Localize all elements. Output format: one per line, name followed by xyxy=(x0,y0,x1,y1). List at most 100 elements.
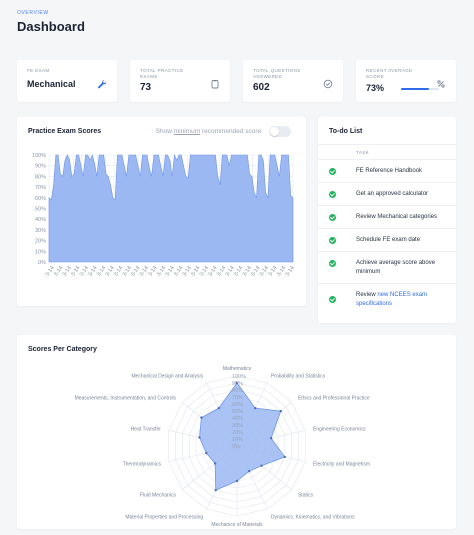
todo-item[interactable]: FE Reference Handbook xyxy=(318,160,456,183)
r-tick-label: 30% xyxy=(232,423,243,429)
y-tick-label: 70% xyxy=(35,185,46,191)
x-tick-label: 3-14 xyxy=(87,265,98,277)
todo-item-text: Review Mechanical categories xyxy=(356,214,438,220)
percent-icon xyxy=(436,76,446,88)
radar-point xyxy=(214,488,217,492)
x-tick-label: 3-14 xyxy=(285,265,296,277)
total-questions-card: TOTAL QUESTIONS ANSWERED 602 xyxy=(243,60,343,102)
todo-item[interactable]: Get an approved calculator xyxy=(318,183,456,206)
page-title: Dashboard xyxy=(17,19,85,34)
y-tick-label: 100% xyxy=(32,153,46,159)
x-tick-label: 3-14 xyxy=(45,265,56,277)
todo-item[interactable]: Review Mechanical categories xyxy=(318,206,456,229)
todo-item-text: Review new NCEES exam specifications xyxy=(356,292,428,307)
x-tick-label: 3-14 xyxy=(207,265,218,277)
x-tick-label: 3-14 xyxy=(105,265,116,277)
check-icon[interactable] xyxy=(329,168,336,175)
r-tick-label: 20% xyxy=(232,430,243,436)
radar-point xyxy=(213,462,217,465)
practice-value: 73 xyxy=(140,82,152,93)
radar-point xyxy=(254,406,257,410)
category-label: Probability and Statistics xyxy=(271,374,326,380)
practice-label: TOTAL PRACTICE EXAMS xyxy=(140,68,184,79)
category-label: Ethics and Professional Practice xyxy=(298,395,370,401)
x-tick-label: 3-14 xyxy=(113,265,124,277)
todo-item[interactable]: Achieve average score above minimum xyxy=(318,252,456,284)
x-tick-label: 3-14 xyxy=(147,265,158,277)
fe-exam-card[interactable]: FE EXAM Mechanical xyxy=(17,60,117,102)
check-icon[interactable] xyxy=(329,260,336,267)
ncees-specifications-link[interactable]: new NCEES exam specifications xyxy=(356,292,428,307)
r-tick-label: 10% xyxy=(232,437,243,443)
x-tick-label: 3-14 xyxy=(216,265,227,277)
todo-item[interactable]: Review new NCEES exam specifications xyxy=(318,284,456,316)
average-value: 73% xyxy=(366,83,385,93)
category-label: Fluid Mechanics xyxy=(140,493,177,499)
x-tick-label: 3-14 xyxy=(156,265,167,277)
category-label: Thermodynamics xyxy=(123,461,162,467)
x-tick-label: 3-14 xyxy=(233,265,244,277)
toggle-knob xyxy=(270,127,279,136)
r-tick-label: 90% xyxy=(232,381,243,387)
radar-point xyxy=(200,416,203,419)
y-tick-label: 10% xyxy=(35,249,46,255)
r-tick-label: 50% xyxy=(232,409,243,415)
r-tick-label: 0% xyxy=(232,444,240,450)
todo-title: To-do List xyxy=(329,128,363,135)
x-tick-label: 3-14 xyxy=(122,265,133,277)
category-label: Mathematics xyxy=(223,366,252,372)
minimum-score-toggle[interactable] xyxy=(269,126,291,137)
todo-item-text: FE Reference Handbook xyxy=(356,168,423,174)
questions-label: TOTAL QUESTIONS ANSWERED xyxy=(253,68,301,79)
fe-exam-value: Mechanical xyxy=(27,79,76,89)
wrench-icon[interactable] xyxy=(97,76,107,89)
check-icon[interactable] xyxy=(329,214,336,221)
category-label: Mechanical Design and Analysis xyxy=(131,374,203,380)
x-tick-label: 3-14 xyxy=(96,265,107,277)
r-tick-label: 60% xyxy=(232,402,243,408)
category-scores-card: Scores Per Category 0% 10% 20% 30% 40% 50% 60%… xyxy=(17,335,456,529)
category-label: Statics xyxy=(298,493,314,499)
overview-label: OVERVIEW xyxy=(17,10,49,16)
y-tick-label: 90% xyxy=(35,164,46,170)
check-icon[interactable] xyxy=(329,191,336,198)
category-label: Heat Transfer xyxy=(131,427,162,433)
check-icon[interactable] xyxy=(329,296,336,303)
todo-item-text: Get an approved calculator xyxy=(356,191,429,197)
x-tick-label: 3-14 xyxy=(225,265,236,277)
category-label: Measurements, Instrumentation, and Contr… xyxy=(75,395,177,401)
check-icon[interactable] xyxy=(329,237,336,244)
y-tick-label: 20% xyxy=(35,239,46,245)
radar-point xyxy=(269,437,273,440)
r-tick-label: 80% xyxy=(232,388,243,394)
y-tick-label: 40% xyxy=(35,217,46,223)
y-tick-label: 60% xyxy=(35,196,46,202)
x-tick-label: 3-14 xyxy=(139,265,150,277)
radar-point xyxy=(283,455,286,459)
category-label: Material Properties and Processing xyxy=(125,514,203,520)
radar-point xyxy=(235,381,239,385)
average-score-card: RECENT AVERAGE SCORE 73% xyxy=(356,60,456,102)
x-tick-label: 3-14 xyxy=(70,265,81,277)
total-practice-card: TOTAL PRACTICE EXAMS 73 xyxy=(130,60,230,102)
practice-scores-chart: 0%10%20%30%40%50%60%70%80%90%100%3-143-1… xyxy=(32,153,296,278)
radar-point xyxy=(205,451,208,455)
category-radar-chart: 0%10%20%30%40%50%60%70%80%90%100% Mathema… xyxy=(75,366,370,528)
radar-point xyxy=(235,479,239,483)
x-tick-label: 3-14 xyxy=(130,265,141,277)
x-tick-label: 3-14 xyxy=(267,265,278,277)
x-tick-label: 3-14 xyxy=(276,265,287,277)
questions-value: 602 xyxy=(253,82,270,93)
minimum-link[interactable]: minimum xyxy=(173,128,201,135)
fe-exam-label: FE EXAM xyxy=(27,68,50,73)
x-tick-label: 3-14 xyxy=(173,265,184,277)
average-label: RECENT AVERAGE SCORE xyxy=(366,68,413,79)
practice-scores-title: Practice Exam Scores xyxy=(28,128,102,135)
minimum-toggle-label: Show minimum recommended score: xyxy=(155,128,263,135)
r-tick-label: 40% xyxy=(232,416,243,422)
todo-card: To-do List TASK FE Reference Handbook Ge… xyxy=(318,117,456,323)
x-tick-label: 3-14 xyxy=(53,265,64,277)
x-tick-label: 3-14 xyxy=(242,265,253,277)
x-tick-label: 3-14 xyxy=(259,265,270,277)
todo-item[interactable]: Schedule FE exam date xyxy=(318,229,456,252)
